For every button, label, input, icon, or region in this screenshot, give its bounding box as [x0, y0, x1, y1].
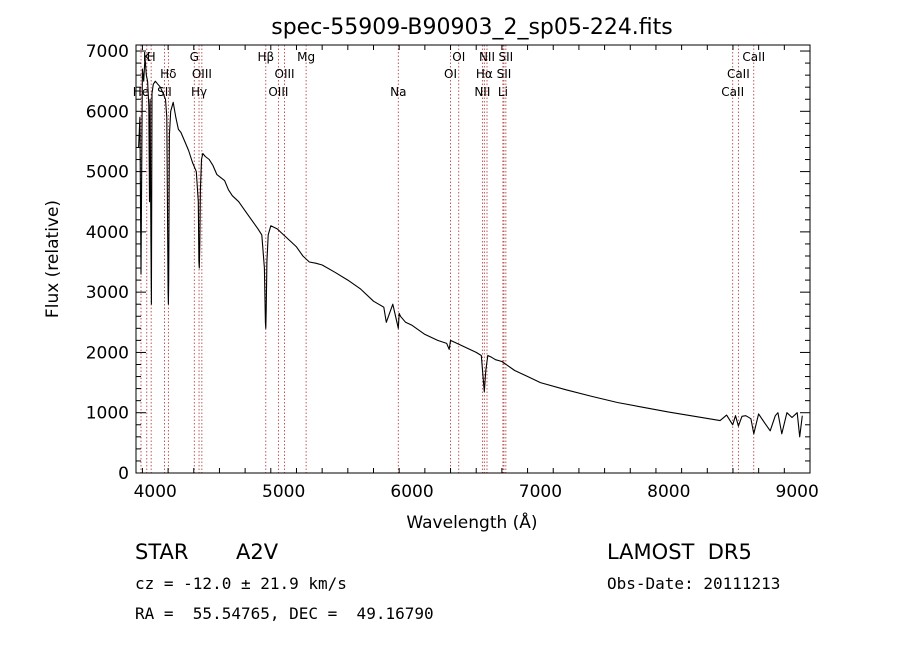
line-label-19: SII [497, 67, 512, 81]
line-label-18: Li [498, 85, 508, 99]
line-label-12: Na [390, 85, 406, 99]
x-tick-label: 7000 [519, 482, 562, 502]
line-label-8: Hβ [257, 50, 274, 64]
line-label-13: OI [444, 67, 457, 81]
line-label-0: He [133, 85, 149, 99]
spectrum-line [138, 56, 803, 438]
y-tick-label: 1000 [86, 404, 129, 424]
line-label-20: SII [499, 50, 514, 64]
spectral-line-markers [140, 45, 755, 473]
line-label-23: CaII [742, 50, 765, 64]
line-label-14: OI [452, 50, 465, 64]
line-label-22: CaII [727, 67, 750, 81]
x-tick-label: 9000 [776, 482, 819, 502]
redshift-velocity: cz = -12.0 ± 21.9 km/s [135, 574, 347, 593]
x-tick-label: 4000 [134, 482, 177, 502]
spectral-line-labels: HeKHSIIHδGHγOIIIHβOIIIOIIIMgNaOIOINIIHαN… [133, 50, 765, 99]
line-label-5: G [190, 50, 199, 64]
y-tick-label: 7000 [86, 42, 129, 62]
survey-name: LAMOST DR5 [607, 540, 752, 564]
line-label-9: OIII [268, 85, 288, 99]
y-axis: 0 1000 2000 3000 4000 5000 6000 7000 [86, 42, 810, 484]
plot-frame [135, 44, 811, 474]
y-tick-label: 0 [118, 464, 129, 484]
object-class: STAR [135, 540, 189, 564]
line-label-2: H [147, 50, 156, 64]
line-label-7: OIII [192, 67, 212, 81]
y-tick-label: 3000 [86, 283, 129, 303]
line-label-4: Hδ [160, 67, 176, 81]
y-tick-label: 2000 [86, 343, 129, 363]
x-tick-label: 5000 [262, 482, 305, 502]
line-label-17: NII [479, 50, 495, 64]
line-label-16: Hα [476, 67, 493, 81]
observation-date: Obs-Date: 20111213 [607, 574, 781, 593]
object-subclass: A2V [236, 540, 279, 564]
x-tick-label: 8000 [647, 482, 690, 502]
x-axis: 4000 5000 6000 7000 8000 9000 [134, 45, 819, 502]
x-axis-label: Wavelength (Å) [406, 511, 537, 533]
line-label-1: K [143, 50, 152, 64]
line-label-15: NII [474, 85, 490, 99]
line-label-6: Hγ [191, 85, 207, 99]
y-tick-label: 4000 [86, 223, 129, 243]
chart-title: spec-55909-B90903_2_sp05-224.fits [271, 15, 673, 40]
line-label-11: Mg [297, 50, 315, 64]
line-label-10: OIII [275, 67, 295, 81]
y-tick-label: 5000 [86, 163, 129, 183]
coordinates: RA = 55.54765, DEC = 49.16790 [135, 604, 434, 623]
line-label-21: CaII [721, 85, 744, 99]
y-tick-label: 6000 [86, 102, 129, 122]
x-tick-label: 6000 [390, 482, 433, 502]
y-axis-label: Flux (relative) [43, 200, 63, 318]
